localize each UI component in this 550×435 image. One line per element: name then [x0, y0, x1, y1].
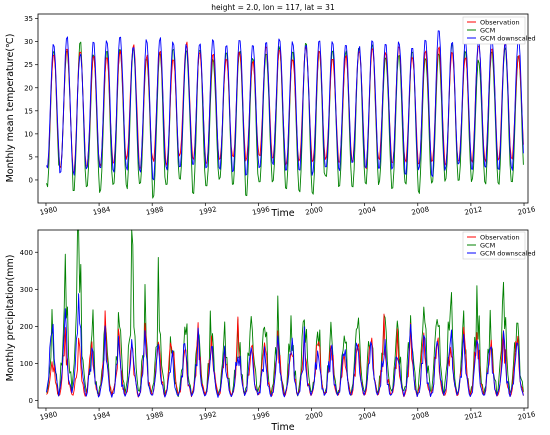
x-axis-label: Time	[270, 208, 294, 219]
x-tick-label: 2000	[305, 205, 324, 217]
y-tick-label: 5	[29, 153, 33, 161]
legend: Observation GCM GCM downscaled	[462, 231, 536, 260]
y-tick-label: 30	[24, 38, 33, 46]
x-tick-label: 2012	[464, 410, 483, 422]
series-line-gcm	[46, 229, 524, 398]
x-tick-label: 1992	[198, 205, 217, 217]
legend-label-observation: Observation	[480, 233, 520, 241]
x-tick-label: 1996	[251, 410, 271, 422]
x-tick-label: 1988	[145, 410, 164, 422]
legend-label-gcm: GCM	[480, 241, 495, 249]
chart-title: height = 2.0, lon = 117, lat = 31	[211, 3, 335, 12]
y-axis-label: Monthly mean temperature(℃)	[5, 34, 16, 183]
x-tick-label: 1996	[251, 205, 271, 217]
legend-label-gcm-downscaled: GCM downscaled	[480, 249, 536, 257]
legend-label-gcm-downscaled: GCM downscaled	[480, 34, 536, 42]
x-tick-label: 1992	[198, 410, 217, 422]
y-tick-label: 15	[24, 107, 33, 115]
y-tick-label: 0	[29, 176, 33, 184]
legend: Observation GCM GCM downscaled	[462, 16, 536, 45]
y-axis-label: Monthly precipitation(mm)	[5, 255, 16, 382]
x-tick-label: 1984	[92, 410, 112, 422]
y-tick-label: 200	[20, 323, 33, 331]
x-tick-label: 2016	[517, 205, 537, 217]
x-tick-label: 2004	[358, 205, 378, 217]
y-tick-label: 300	[20, 286, 33, 294]
y-tick-label: 25	[24, 61, 33, 69]
legend-label-observation: Observation	[480, 18, 520, 26]
series-line-gcm-downscaled	[46, 293, 524, 398]
x-tick-label: 2000	[305, 410, 324, 422]
temperature-chart: height = 2.0, lon = 117, lat = 31 1980 19…	[5, 3, 537, 219]
y-tick-label: 10	[24, 130, 33, 138]
legend-label-gcm: GCM	[480, 26, 495, 34]
plot-frame	[37, 13, 529, 204]
y-tick-label: 400	[20, 249, 33, 257]
x-tick-label: 1980	[39, 205, 58, 217]
y-tick-label: 0	[29, 397, 33, 405]
y-tick-label: 20	[24, 84, 33, 92]
x-tick-label: 2008	[411, 205, 430, 217]
y-tick-label: 35	[24, 15, 33, 23]
x-tick-label: 1984	[92, 205, 112, 217]
x-tick-label: 2004	[358, 410, 378, 422]
x-axis-label: Time	[270, 422, 294, 433]
series-line-gcm-downscaled	[46, 30, 524, 181]
x-tick-label: 2008	[411, 410, 430, 422]
precipitation-chart: 1980 1984 1988 1992 1996 2000 2004 2008 2012 2016…	[5, 229, 537, 433]
x-tick-label: 1980	[39, 410, 58, 422]
y-tick-label: 100	[20, 360, 33, 368]
x-tick-label: 2016	[517, 410, 537, 422]
series-line-gcm	[46, 41, 524, 199]
x-tick-label: 1988	[145, 205, 164, 217]
plot-frame	[37, 229, 529, 409]
x-tick-label: 2012	[464, 205, 483, 217]
